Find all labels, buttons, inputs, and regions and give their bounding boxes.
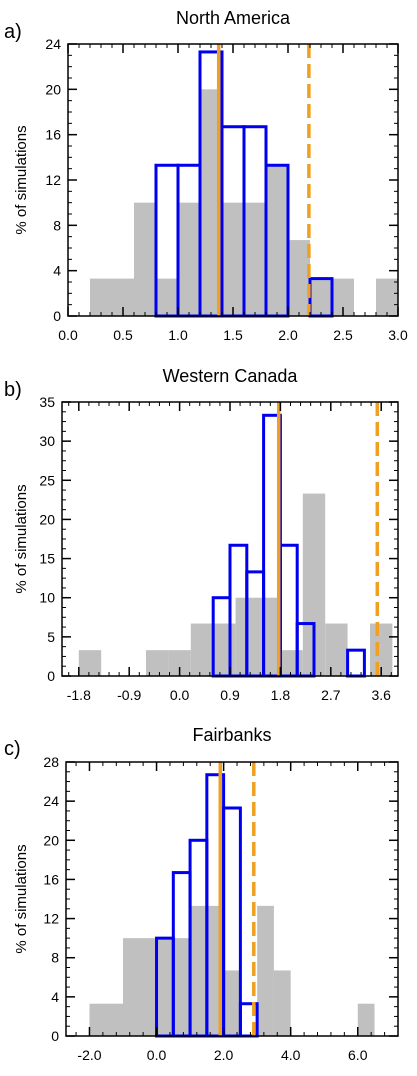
y-tick-label: 8 — [53, 217, 61, 233]
y-tick-label: 0 — [51, 1028, 59, 1044]
x-tick-label: 3.6 — [371, 687, 391, 703]
gray-bar — [310, 278, 332, 316]
chart-title: Western Canada — [163, 366, 299, 386]
gray-bar — [325, 623, 348, 676]
gray-bar — [134, 202, 156, 316]
y-tick-label: 20 — [39, 511, 55, 527]
panel-1: 0.0 0.5 1.0 1.5 2.0 2.5 3.0 0 4 8 12 16 20 24 North Am… — [4, 8, 408, 343]
gray-bar — [288, 240, 310, 316]
x-tick-label: 2.7 — [321, 687, 341, 703]
gray-bar — [112, 278, 134, 316]
x-tick-label: 0.5 — [113, 327, 133, 343]
gray-bar — [173, 938, 191, 1036]
gray-bar — [222, 202, 244, 316]
y-tick-label: 24 — [43, 793, 59, 809]
x-tick-label: 1.8 — [271, 687, 291, 703]
y-tick-label: 16 — [43, 871, 59, 887]
gray-bar — [244, 202, 266, 316]
panel-2: -1.8 -0.9 0.0 0.9 1.8 2.7 3.6 0 5 10 15 20 25 30 35 Wes… — [4, 366, 399, 703]
x-tick-label: -2.0 — [77, 1047, 101, 1063]
panel-label: b) — [4, 379, 22, 401]
y-axis-label: % of simulations — [13, 125, 30, 234]
x-tick-label: -0.9 — [117, 687, 141, 703]
gray-bar — [302, 493, 326, 676]
y-tick-label: 10 — [39, 590, 55, 606]
gray-bar — [90, 278, 112, 316]
gray-bar — [89, 1003, 124, 1036]
chart-title: North America — [176, 8, 291, 28]
gray-bar — [178, 202, 200, 316]
panel-3: -2.0 0.0 2.0 4.0 6.0 0 4 8 12 16 20 24 28 Fairbanks c)… — [4, 725, 399, 1063]
gray-bar — [357, 1003, 375, 1036]
y-tick-label: 4 — [53, 263, 61, 279]
x-tick-label: 4.0 — [281, 1047, 301, 1063]
y-axis-label: % of simulations — [13, 844, 30, 953]
gray-bar — [200, 89, 222, 316]
y-tick-label: 35 — [39, 394, 55, 410]
y-tick-label: 15 — [39, 551, 55, 567]
gray-bar — [280, 650, 303, 676]
x-tick-label: -1.8 — [67, 687, 91, 703]
y-tick-label: 16 — [45, 127, 61, 143]
y-tick-label: 12 — [43, 911, 59, 927]
gray-bar — [146, 650, 169, 676]
y-tick-label: 8 — [51, 950, 59, 966]
y-tick-label: 30 — [39, 433, 55, 449]
x-tick-label: 6.0 — [348, 1047, 368, 1063]
x-tick-label: 0.0 — [170, 687, 190, 703]
gray-bar — [190, 905, 207, 1036]
y-tick-label: 24 — [45, 36, 61, 52]
y-axis-label: % of simulations — [13, 484, 30, 593]
y-tick-label: 12 — [45, 172, 61, 188]
y-tick-label: 20 — [43, 832, 59, 848]
x-tick-label: 1.0 — [168, 327, 188, 343]
gray-bar — [168, 650, 191, 676]
gray-bar — [223, 970, 241, 1036]
y-tick-label: 0 — [47, 668, 55, 684]
gray-bar — [273, 970, 291, 1036]
panel-label: c) — [4, 738, 21, 760]
gray-bar — [156, 938, 174, 1036]
x-tick-label: 2.0 — [278, 327, 298, 343]
gray-bar — [123, 938, 157, 1036]
gray-bar — [190, 623, 214, 676]
chart-title: Fairbanks — [192, 725, 271, 745]
x-tick-label: 0.0 — [147, 1047, 167, 1063]
x-tick-label: 0.9 — [220, 687, 240, 703]
y-tick-label: 20 — [45, 81, 61, 97]
blue-bar — [346, 648, 366, 678]
gray-bar — [156, 278, 178, 316]
y-tick-label: 25 — [39, 472, 55, 488]
x-tick-label: 0.0 — [58, 327, 78, 343]
x-tick-label: 2.0 — [214, 1047, 234, 1063]
x-tick-label: 1.5 — [223, 327, 243, 343]
gray-bar — [332, 278, 354, 316]
x-tick-label: 2.5 — [333, 327, 353, 343]
gray-bar — [213, 623, 236, 676]
y-tick-label: 0 — [53, 308, 61, 324]
panel-label: a) — [4, 21, 22, 43]
gray-bar — [376, 278, 398, 316]
y-tick-label: 4 — [51, 989, 59, 1005]
gray-bar — [78, 650, 102, 676]
y-tick-label: 5 — [47, 629, 55, 645]
gray-bar — [257, 905, 274, 1036]
y-tick-label: 28 — [43, 754, 59, 770]
gray-bar — [266, 165, 288, 316]
x-tick-label: 3.0 — [388, 327, 408, 343]
